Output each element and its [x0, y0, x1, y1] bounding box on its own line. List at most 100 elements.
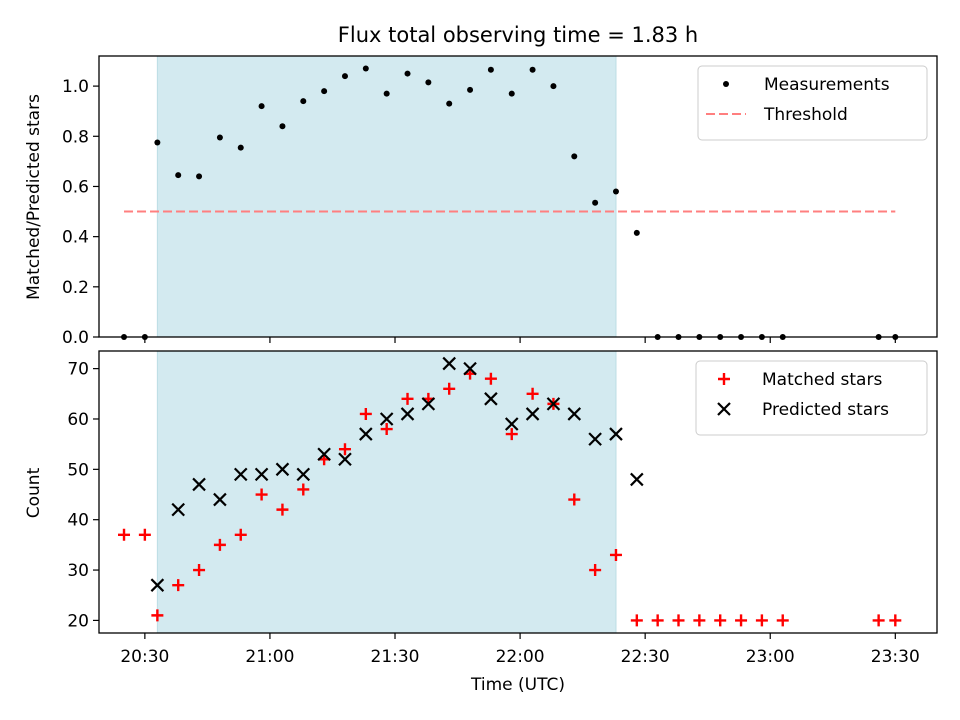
- measurement-point: [175, 172, 182, 179]
- matched-stars-point: [714, 614, 727, 627]
- measurement-point: [633, 229, 640, 236]
- matched-stars-point: [609, 548, 622, 561]
- predicted-stars-point: [463, 361, 477, 376]
- matched-stars-point: [672, 614, 685, 627]
- matched-stars-point: [755, 614, 768, 627]
- measurement-point: [341, 73, 348, 80]
- predicted-stars-point: [359, 427, 373, 441]
- matched-stars-point: [505, 428, 518, 441]
- matched-stars-point: [338, 443, 351, 456]
- matched-stars-point: [776, 614, 789, 627]
- matched-stars-point: [359, 407, 372, 420]
- observing-window-shade: [157, 56, 616, 337]
- matched-stars-point: [118, 528, 131, 541]
- predicted-stars-point: [609, 427, 623, 441]
- plot-layer: 0.0 0.2 0.4 0.6 0.8 1.0 Measurements Threshold 2…: [62, 55, 938, 667]
- y-tick-label: 0.4: [62, 228, 89, 248]
- predicted-stars-point: [400, 407, 415, 421]
- y-tick-label: 0.8: [62, 127, 89, 147]
- measurement-point: [196, 173, 203, 180]
- x-tick-label: 22:30: [621, 647, 670, 667]
- legend-marker-measurements: [723, 81, 729, 87]
- matched-stars-point: [213, 538, 226, 551]
- matched-stars-point: [234, 528, 247, 541]
- predicted-stars-point: [192, 477, 206, 492]
- y-tick-label: 0.6: [62, 177, 89, 197]
- y-tick-label: 1.0: [62, 77, 89, 97]
- matched-stars-point: [297, 483, 310, 496]
- measurement-point: [216, 134, 223, 141]
- y-tick-label: 30: [67, 561, 89, 581]
- predicted-stars-point: [484, 392, 498, 406]
- y-tick-label: 60: [67, 410, 89, 430]
- measurement-point: [550, 83, 557, 90]
- matched-stars-point: [889, 614, 902, 627]
- matched-stars-point: [276, 503, 289, 516]
- observing-window-shade: [157, 351, 616, 633]
- measurement-point: [383, 90, 390, 97]
- matched-stars-point: [526, 387, 539, 400]
- predicted-stars-point: [442, 356, 456, 371]
- matched-stars-point: [872, 614, 885, 627]
- measurement-point: [508, 90, 515, 97]
- x-tick-label: 20:30: [120, 647, 169, 667]
- predicted-stars-point: [630, 472, 644, 487]
- legend-box: [697, 65, 928, 141]
- predicted-stars-point: [546, 397, 561, 411]
- measurement-point: [529, 66, 536, 73]
- measurement-point: [279, 123, 286, 130]
- y-tick-label: 70: [67, 360, 89, 380]
- measurement-point: [154, 139, 161, 146]
- legend-marker-predicted: [717, 402, 731, 416]
- matched-stars-point: [651, 614, 664, 627]
- predicted-stars-point: [338, 452, 352, 467]
- chart-title: Flux total observing time = 1.83 h: [338, 23, 698, 47]
- matched-stars-point: [255, 488, 268, 501]
- measurement-point: [467, 86, 474, 93]
- matched-stars-point: [193, 564, 206, 577]
- top-y-axis-label: Matched/Predicted stars: [24, 94, 44, 300]
- predicted-stars-point: [296, 467, 311, 482]
- measurement-point: [404, 70, 411, 77]
- y-tick-label: 40: [67, 511, 89, 531]
- predicted-stars-point: [171, 502, 185, 517]
- matched-stars-point: [380, 423, 393, 436]
- matched-stars-point: [138, 528, 151, 541]
- predicted-stars-point: [150, 578, 165, 592]
- measurement-point: [300, 98, 307, 105]
- legend-label: Threshold: [763, 105, 848, 125]
- matched-stars-point: [693, 614, 706, 627]
- predicted-stars-point: [588, 432, 602, 446]
- matched-stars-point: [172, 579, 185, 592]
- axes-frame: [98, 55, 938, 338]
- measurement-point: [612, 188, 619, 195]
- measurement-point: [592, 199, 599, 206]
- predicted-stars-point: [317, 447, 331, 462]
- matched-stars-point: [484, 372, 497, 385]
- predicted-stars-point: [379, 412, 394, 426]
- matched-stars-point: [151, 609, 164, 622]
- matched-stars-point: [443, 382, 456, 395]
- x-tick-label: 21:00: [245, 647, 294, 667]
- matched-stars-point: [735, 614, 748, 627]
- measurement-point: [321, 88, 328, 95]
- x-tick-label: 23:30: [871, 647, 920, 667]
- predicted-stars-point: [254, 467, 269, 482]
- predicted-stars-point: [233, 467, 248, 482]
- predicted-stars-point: [421, 397, 436, 411]
- measurement-point: [487, 66, 494, 73]
- measurement-point: [571, 153, 578, 160]
- measurement-point: [446, 100, 453, 107]
- predicted-stars-point: [567, 407, 582, 421]
- x-tick-label: 21:30: [371, 647, 420, 667]
- matched-stars-point: [630, 614, 643, 627]
- matched-stars-point: [568, 493, 581, 506]
- legend-marker-matched: [718, 373, 730, 385]
- x-tick-label: 23:00: [746, 647, 795, 667]
- legend-label: Predicted stars: [762, 400, 889, 420]
- predicted-stars-point: [504, 417, 519, 431]
- legend-label: Matched stars: [762, 370, 882, 390]
- legend-label: Measurements: [764, 75, 890, 95]
- matched-stars-point: [401, 392, 414, 405]
